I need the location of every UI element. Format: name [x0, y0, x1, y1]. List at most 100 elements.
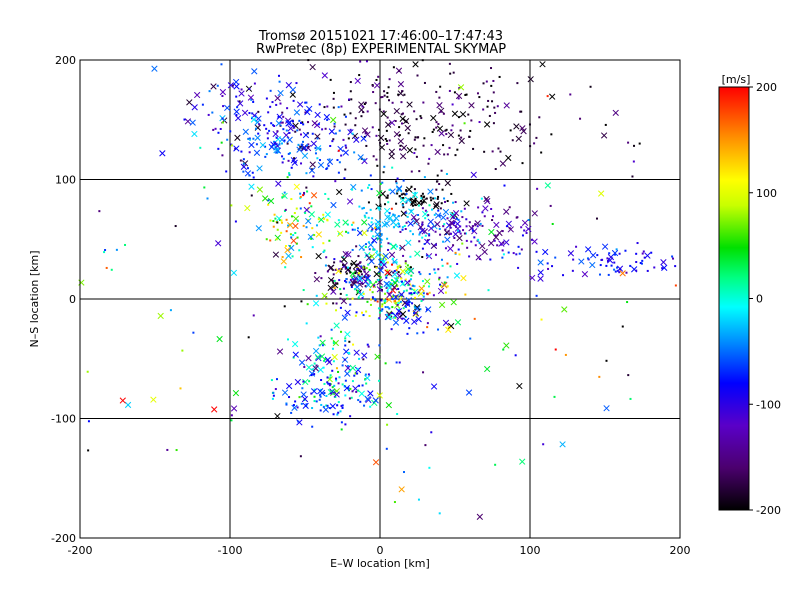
data-point [351, 248, 354, 251]
data-point [459, 129, 462, 132]
data-point-cross [189, 119, 196, 126]
data-point-cross [310, 140, 317, 147]
x-axis-ticks: -200 -100 0 100 200 [68, 544, 691, 557]
data-point [420, 202, 423, 205]
data-point [470, 119, 473, 122]
data-point-cross [388, 119, 396, 126]
data-point [395, 202, 398, 205]
data-point [375, 280, 378, 283]
data-point [315, 364, 318, 367]
data-point [179, 387, 182, 390]
data-point [429, 196, 432, 199]
data-point [465, 239, 468, 242]
data-point [507, 251, 510, 254]
data-point [287, 159, 290, 162]
data-point [280, 219, 283, 222]
data-point [338, 376, 341, 379]
data-point [388, 139, 391, 142]
data-point-cross [361, 352, 368, 359]
data-point [455, 217, 458, 220]
data-point [363, 404, 366, 407]
data-point [418, 271, 421, 274]
data-point-cross [342, 250, 349, 258]
data-point [255, 143, 258, 146]
data-point-cross [457, 84, 465, 91]
data-point-cross [280, 258, 287, 265]
data-point-cross [459, 111, 467, 118]
data-point [385, 139, 388, 142]
data-point [349, 303, 352, 306]
data-point [355, 263, 358, 266]
data-point [444, 247, 447, 250]
data-point [283, 191, 286, 194]
data-point-cross [441, 282, 448, 289]
data-point-cross [397, 81, 405, 88]
data-point [317, 123, 320, 126]
data-point-cross [324, 211, 331, 218]
data-point [386, 196, 389, 199]
data-point-cross [411, 318, 418, 325]
data-point-cross [364, 374, 371, 382]
data-point [368, 248, 371, 251]
data-point [528, 123, 531, 126]
data-point [502, 348, 505, 351]
data-point-cross [374, 251, 382, 259]
data-point-cross [240, 163, 248, 170]
data-point-cross [399, 244, 406, 251]
data-point [496, 105, 499, 108]
data-point [396, 303, 399, 306]
data-point [268, 129, 271, 132]
data-point [465, 225, 468, 228]
data-point [473, 317, 476, 320]
data-point-cross [290, 157, 298, 164]
data-point [310, 237, 313, 240]
data-point [458, 87, 461, 90]
data-point [300, 143, 303, 146]
data-point [360, 311, 363, 314]
data-point-cross [374, 218, 382, 226]
data-point-cross [251, 68, 258, 75]
data-point [514, 354, 517, 357]
data-point [284, 208, 287, 211]
data-point [360, 189, 363, 192]
data-point [250, 194, 253, 197]
data-point [395, 180, 398, 183]
data-point [635, 269, 638, 272]
data-point [373, 284, 376, 287]
data-point-cross [254, 134, 261, 141]
data-point-cross [405, 196, 412, 204]
data-point-cross [411, 191, 419, 199]
data-point [358, 205, 361, 208]
data-point [383, 94, 386, 97]
data-point [343, 177, 346, 180]
data-point [357, 273, 360, 276]
data-point [420, 117, 423, 120]
data-point [379, 96, 382, 99]
data-point [446, 217, 449, 220]
data-point [240, 88, 243, 91]
data-point [253, 82, 256, 85]
data-point [376, 164, 379, 167]
data-point [384, 292, 387, 295]
data-point [438, 183, 441, 186]
data-point [336, 282, 339, 285]
data-point [340, 404, 343, 407]
data-point [292, 356, 295, 359]
data-point [586, 257, 589, 260]
data-point-cross [312, 365, 319, 372]
data-point [454, 251, 457, 254]
data-point-cross [414, 304, 421, 311]
data-point [357, 389, 360, 392]
data-point-cross [549, 93, 556, 100]
data-point-cross [124, 401, 132, 409]
data-point [521, 234, 524, 237]
data-point [460, 210, 463, 213]
data-point-cross [444, 179, 451, 187]
data-point [362, 314, 365, 317]
data-point [650, 251, 653, 254]
data-point [635, 252, 638, 255]
data-point [326, 218, 329, 221]
data-point [350, 396, 353, 399]
data-point [393, 214, 396, 217]
data-point [457, 218, 460, 221]
